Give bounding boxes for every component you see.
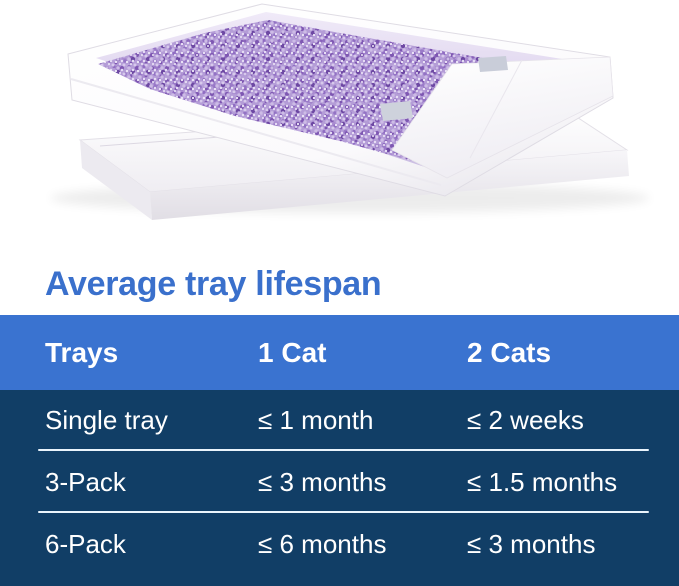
tray-cover-flap bbox=[391, 56, 614, 179]
cell-2-cats: ≤ 1.5 months bbox=[467, 467, 618, 497]
cell-1-cat: ≤ 6 months bbox=[258, 529, 387, 559]
col-header-2-cats: 2 Cats bbox=[467, 337, 552, 368]
cell-tray-label: Single tray bbox=[45, 405, 168, 435]
col-header-trays: Trays bbox=[45, 337, 119, 368]
silver-tab bbox=[380, 101, 413, 121]
tray-illustration bbox=[50, 3, 650, 220]
cell-tray-label: 3-Pack bbox=[45, 467, 126, 497]
table-row-single-tray: Single tray ≤ 1 month ≤ 2 weeks bbox=[0, 390, 679, 450]
row-divider bbox=[38, 449, 649, 451]
litter-tray-photo bbox=[0, 0, 679, 240]
table-body: Single tray ≤ 1 month ≤ 2 weeks 3-Pack ≤… bbox=[0, 390, 679, 586]
table-header-row: Trays 1 Cat 2 Cats bbox=[0, 315, 679, 390]
table-row-6-pack: 6-Pack ≤ 6 months ≤ 3 months bbox=[0, 514, 679, 574]
row-divider bbox=[38, 511, 649, 513]
cell-1-cat: ≤ 1 month bbox=[258, 405, 374, 435]
cell-2-cats: ≤ 2 weeks bbox=[467, 405, 584, 435]
top-tray bbox=[67, 3, 614, 197]
cell-tray-label: 6-Pack bbox=[45, 529, 126, 559]
col-header-1-cat: 1 Cat bbox=[258, 337, 327, 368]
page-title: Average tray lifespan bbox=[45, 265, 382, 303]
table-row-3-pack: 3-Pack ≤ 3 months ≤ 1.5 months bbox=[0, 452, 679, 512]
cell-2-cats: ≤ 3 months bbox=[467, 529, 596, 559]
silver-tab bbox=[478, 56, 508, 72]
cell-1-cat: ≤ 3 months bbox=[258, 467, 387, 497]
